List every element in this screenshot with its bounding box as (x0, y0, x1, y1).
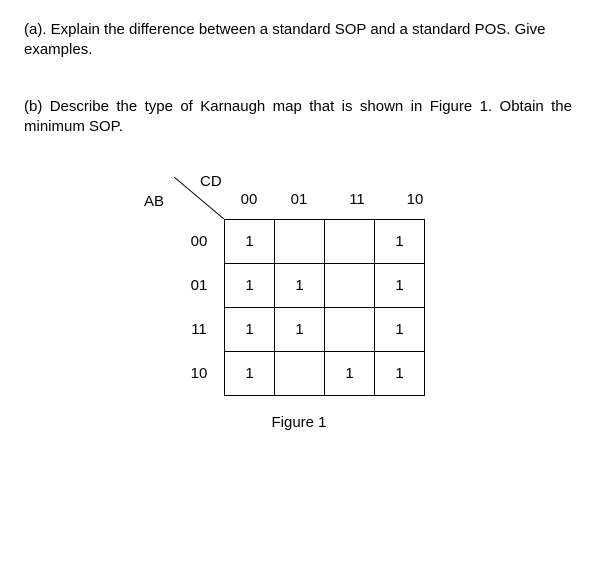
kmap-cell (325, 264, 375, 308)
col-header: 10 (390, 191, 440, 208)
karnaugh-map: AB CD 00 01 11 10 00 01 11 10 1 1 1 1 (124, 177, 572, 431)
row-header: 01 (174, 263, 224, 307)
kmap-corner: AB CD (174, 177, 224, 219)
kmap-cell: 1 (375, 220, 425, 264)
col-header: 00 (224, 191, 274, 208)
kmap-cell: 1 (325, 352, 375, 396)
col-header: 01 (274, 191, 324, 208)
kmap-cell (325, 308, 375, 352)
kmap-cell (275, 352, 325, 396)
col-header: 11 (332, 191, 382, 208)
kmap-header: AB CD 00 01 11 10 (174, 177, 572, 219)
kmap-grid: 1 1 1 1 1 1 1 1 1 1 1 (224, 219, 425, 396)
col-headers: 00 01 11 10 (224, 191, 440, 208)
kmap-cell: 1 (225, 220, 275, 264)
table-row: 1 1 (225, 220, 425, 264)
row-header: 11 (174, 307, 224, 351)
row-header: 10 (174, 351, 224, 395)
kmap-cell: 1 (375, 264, 425, 308)
col-var-label: CD (200, 173, 222, 190)
kmap-body: 00 01 11 10 1 1 1 1 1 1 1 1 (174, 219, 572, 396)
table-row: 1 1 1 (225, 308, 425, 352)
kmap-cell: 1 (275, 308, 325, 352)
kmap-cell: 1 (225, 352, 275, 396)
table-row: 1 1 1 (225, 264, 425, 308)
kmap-cell (275, 220, 325, 264)
kmap-cell (325, 220, 375, 264)
table-row: 1 1 1 (225, 352, 425, 396)
kmap-cell: 1 (225, 308, 275, 352)
question-a: (a). Explain the difference between a st… (24, 20, 572, 61)
figure-caption: Figure 1 (174, 414, 424, 431)
row-var-label: AB (144, 193, 164, 210)
kmap-cell: 1 (225, 264, 275, 308)
kmap-cell: 1 (375, 352, 425, 396)
kmap-cell: 1 (375, 308, 425, 352)
kmap-cell: 1 (275, 264, 325, 308)
row-headers: 00 01 11 10 (174, 219, 224, 396)
question-b: (b) Describe the type of Karnaugh map th… (24, 97, 572, 138)
row-header: 00 (174, 219, 224, 263)
